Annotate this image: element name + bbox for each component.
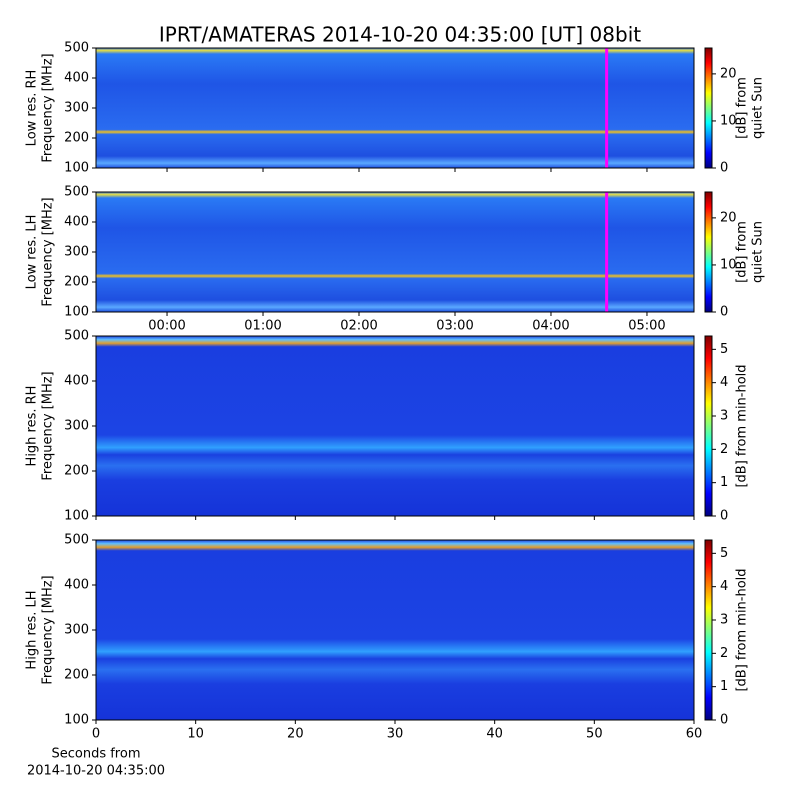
colorbar-label: quiet Sun [751, 77, 766, 139]
y-tick-label: 100 [64, 305, 89, 320]
y-tick-label: 300 [64, 623, 89, 638]
x-tick-label: 40 [486, 727, 503, 742]
colorbar-tick-label: 4 [720, 579, 728, 594]
y-tick-label: 200 [64, 668, 89, 683]
x-tick-label: 0 [92, 727, 100, 742]
colorbar-tick-label: 2 [720, 646, 728, 661]
colorbar-tick-label: 4 [720, 375, 728, 390]
spectrogram-image [96, 192, 694, 312]
y-tick-label: 300 [64, 245, 89, 260]
x-tick-label: 20 [287, 727, 304, 742]
x-tick-label: 60 [686, 727, 703, 742]
spectrogram-image [96, 48, 694, 168]
y-tick-label: 200 [64, 131, 89, 146]
colorbar [704, 47, 713, 169]
x-tick-label: 30 [387, 727, 404, 742]
colorbar-tick-label: 0 [720, 161, 728, 176]
x-tick-label: 50 [586, 727, 603, 742]
y-tick-label: 100 [64, 161, 89, 176]
colorbar-tick-label: 5 [720, 546, 728, 561]
colorbar-tick-label: 3 [720, 409, 728, 424]
y-axis-label: Frequency [MHz] [41, 197, 56, 306]
x-tick-label: 00:00 [148, 319, 185, 334]
y-axis-label: Frequency [MHz] [41, 575, 56, 684]
y-tick-label: 500 [64, 185, 89, 200]
x-axis-label: Seconds from [51, 747, 140, 762]
colorbar-tick-label: 0 [720, 305, 728, 320]
y-tick-label: 200 [64, 275, 89, 290]
colorbar-tick-label: 3 [720, 613, 728, 628]
colorbar-tick-label: 0 [720, 509, 728, 524]
y-axis-label: High res. RH [25, 386, 40, 467]
y-tick-label: 400 [64, 374, 89, 389]
x-tick-label: 05:00 [628, 319, 665, 334]
colorbar-tick-label: 1 [720, 679, 728, 694]
y-axis-label: Frequency [MHz] [41, 371, 56, 480]
y-axis-label: Low res. RH [25, 70, 40, 147]
y-tick-label: 300 [64, 419, 89, 434]
y-tick-label: 400 [64, 215, 89, 230]
colorbar-label: [dB] from min-hold [735, 364, 750, 487]
chart-title: IPRT/AMATERAS 2014-10-20 04:35:00 [UT] 0… [159, 23, 641, 47]
colorbar-tick-label: 20 [720, 210, 737, 225]
colorbar [704, 335, 713, 517]
colorbar-label: [dB] from [735, 77, 750, 139]
x-tick-label: 03:00 [436, 319, 473, 334]
spectrogram-image [96, 540, 694, 720]
colorbar [704, 191, 713, 313]
y-tick-label: 500 [64, 41, 89, 56]
y-tick-label: 400 [64, 578, 89, 593]
colorbar-label: [dB] from [735, 221, 750, 283]
y-tick-label: 100 [64, 509, 89, 524]
x-tick-label: 01:00 [244, 319, 281, 334]
y-tick-label: 400 [64, 71, 89, 86]
x-tick-label: 02:00 [340, 319, 377, 334]
colorbar [704, 539, 713, 721]
x-axis-label: 2014-10-20 04:35:00 [27, 764, 165, 779]
y-tick-label: 300 [64, 101, 89, 116]
colorbar-tick-label: 10 [720, 257, 737, 272]
colorbar-tick-label: 10 [720, 113, 737, 128]
colorbar-tick-label: 0 [720, 713, 728, 728]
colorbar-tick-label: 2 [720, 442, 728, 457]
colorbar-tick-label: 5 [720, 342, 728, 357]
spectrogram-image [96, 336, 694, 516]
colorbar-label: quiet Sun [751, 221, 766, 283]
y-axis-label: Low res. LH [25, 215, 40, 290]
x-tick-label: 10 [187, 727, 204, 742]
y-tick-label: 500 [64, 329, 89, 344]
y-axis-label: Frequency [MHz] [41, 53, 56, 162]
y-axis-label: High res. LH [25, 590, 40, 669]
colorbar-label: [dB] from min-hold [735, 568, 750, 691]
colorbar-tick-label: 20 [720, 66, 737, 81]
colorbar-tick-label: 1 [720, 475, 728, 490]
y-tick-label: 500 [64, 533, 89, 548]
y-tick-label: 200 [64, 464, 89, 479]
x-tick-label: 04:00 [532, 319, 569, 334]
y-tick-label: 100 [64, 713, 89, 728]
